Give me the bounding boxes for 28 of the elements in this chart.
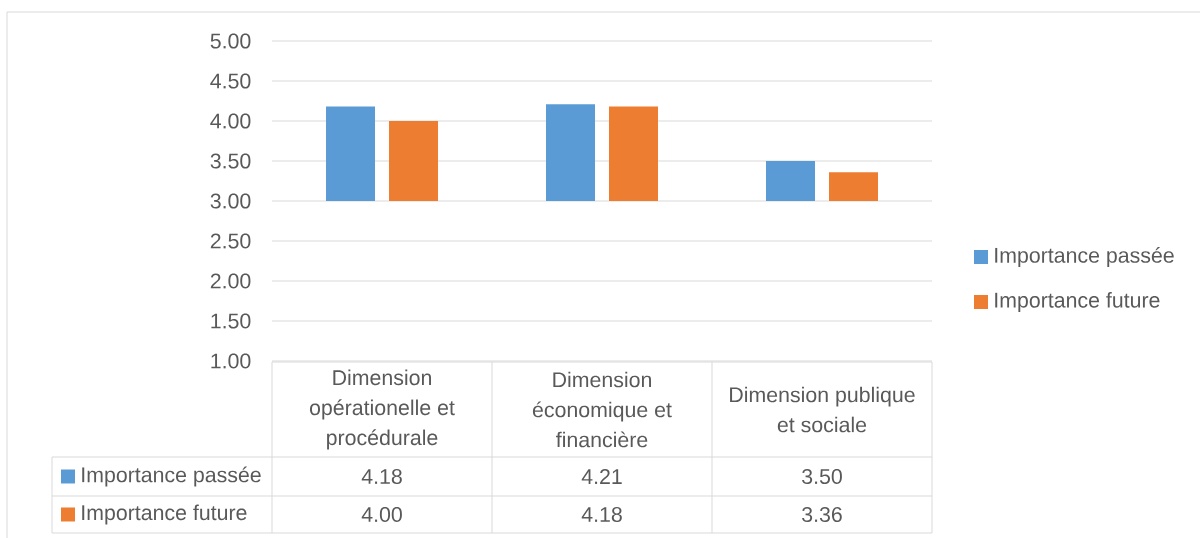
data-label: 3.36 [802, 506, 842, 523]
y-tick-label: 5.00 [210, 33, 251, 49]
bar [389, 121, 439, 201]
legend-label: Importance future [995, 292, 1160, 312]
y-tick-label: 2.00 [210, 273, 251, 289]
y-tick-label: 4.00 [210, 113, 251, 129]
y-tick-label: 4.50 [210, 73, 251, 89]
data-label: 4.18 [581, 506, 622, 523]
bar [326, 106, 376, 201]
data-label: 3.50 [802, 468, 842, 485]
bar [609, 106, 658, 201]
y-tick-label: 3.50 [210, 153, 251, 169]
legend-label: Importance passée [995, 246, 1174, 268]
y-tick-label: 1.00 [211, 353, 251, 369]
y-tick-label: 2.50 [210, 233, 251, 249]
data-label: 4.18 [361, 468, 402, 485]
y-tick-label: 3.00 [210, 193, 251, 209]
x-tick-label: Dimension publique et sociale [730, 386, 915, 433]
text: Importance future [82, 504, 247, 525]
x-tick-label: Dimension économique et financière [532, 371, 672, 448]
bar [546, 104, 595, 201]
text: Importance passée [82, 466, 261, 487]
data-label: 4.21 [581, 469, 622, 484]
bar [766, 161, 815, 201]
data-label: 4.00 [361, 506, 402, 523]
x-tick-label: Dimension opérationelle et procédurale [309, 369, 455, 450]
y-tick-label: 1.50 [211, 313, 251, 329]
bar [829, 172, 878, 201]
